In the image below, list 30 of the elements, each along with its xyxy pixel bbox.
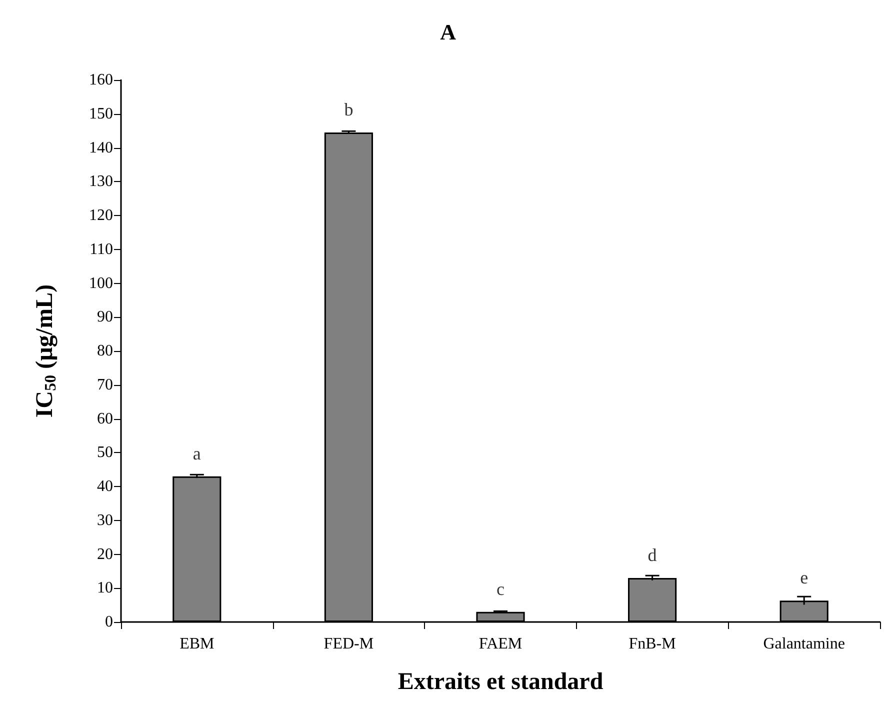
annotation: a: [192, 443, 201, 464]
annotation: e: [800, 568, 808, 588]
y-tick-label: 90: [97, 308, 113, 326]
annotation: d: [648, 544, 657, 565]
y-tick-label: 40: [97, 478, 113, 495]
y-tick-label: 10: [97, 580, 113, 597]
y-tick-label: 110: [90, 240, 113, 258]
annotation: b: [344, 100, 354, 120]
y-axis-title: IC50 (µg/mL): [32, 284, 60, 418]
x-tick-label: Galantamine: [763, 636, 845, 652]
y-tick-label: 160: [89, 72, 113, 88]
y-tick-label: 20: [97, 546, 113, 563]
y-tick-label: 0: [105, 614, 113, 630]
y-tick-label: 140: [89, 139, 113, 156]
y-tick-label: 130: [89, 173, 113, 190]
x-tick-label: FED-M: [324, 636, 374, 652]
y-tick-label: 50: [97, 444, 113, 462]
chart-title: A: [440, 20, 456, 44]
x-tick-label: FnB-M: [628, 636, 676, 652]
y-tick-label: 120: [89, 207, 113, 224]
y-tick-label: 60: [97, 410, 113, 428]
y-tick-label: 70: [97, 376, 113, 394]
x-axis-title: Extraits et standard: [398, 669, 604, 695]
y-tick-label: 100: [89, 274, 113, 292]
y-tick-label: 80: [97, 342, 113, 360]
x-tick-label: EBM: [180, 636, 214, 652]
y-tick-label: 150: [89, 105, 113, 122]
annotation: c: [496, 578, 504, 599]
y-tick-label: 30: [97, 512, 113, 529]
x-tick-label: FAEM: [478, 636, 522, 652]
